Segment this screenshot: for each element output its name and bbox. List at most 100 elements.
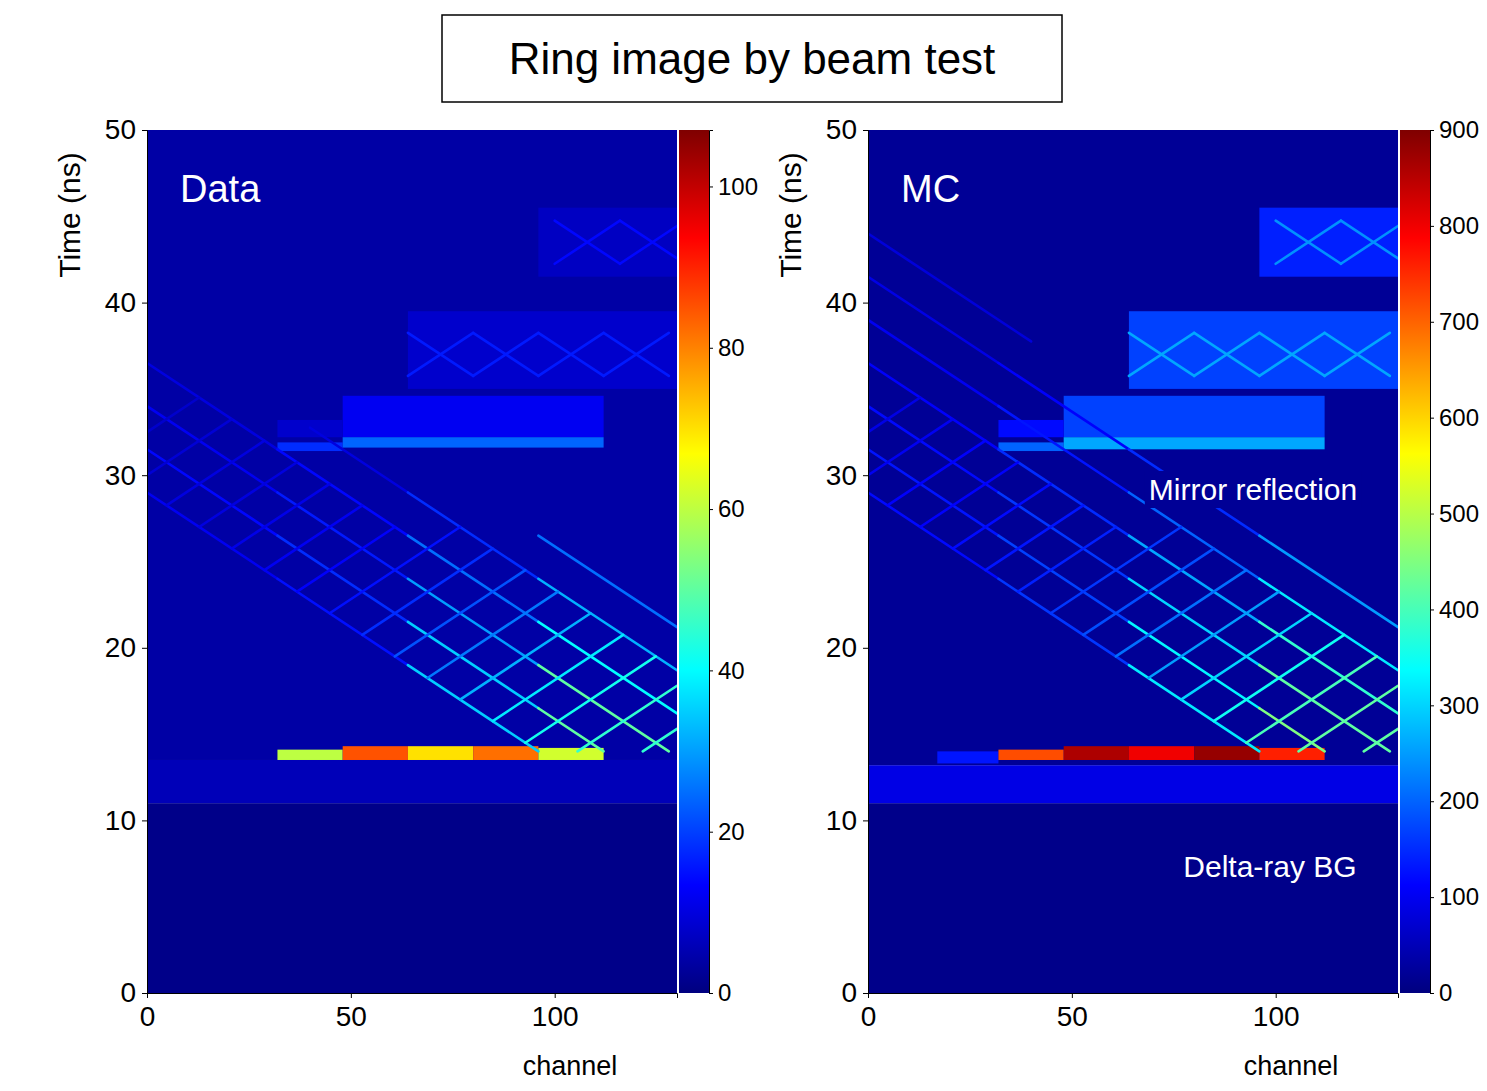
- ridge: [604, 333, 669, 376]
- tick-mark: [1072, 993, 1073, 998]
- tick-label: 20: [826, 632, 857, 663]
- tick-label: 50: [1057, 1001, 1088, 1032]
- tick: 60: [709, 495, 745, 522]
- tick-mark: [1430, 897, 1434, 898]
- ridge: [1051, 527, 1181, 613]
- heatmap-cell: [868, 803, 1398, 993]
- x-axis: 050100: [861, 993, 1399, 1032]
- tick: 100: [709, 173, 758, 200]
- ridge: [888, 441, 986, 506]
- ridge: [473, 333, 538, 376]
- ridge: [1299, 686, 1398, 752]
- axis-line: [710, 131, 714, 994]
- tick: 30: [826, 460, 868, 491]
- ridge: [868, 419, 953, 475]
- ridge: [460, 613, 590, 699]
- tick-label: 100: [1253, 1001, 1300, 1032]
- ridge: [953, 484, 1051, 549]
- ridge: [1364, 729, 1398, 751]
- axis-line: [1431, 131, 1435, 994]
- colorbar-axis: 020406080100: [709, 131, 758, 1007]
- tick: 10: [826, 805, 868, 836]
- tick: 20: [709, 818, 745, 845]
- ridge: [985, 505, 1083, 570]
- tick-mark: [709, 670, 713, 671]
- ridge: [1181, 613, 1311, 699]
- ridge: [1129, 333, 1194, 376]
- y-axis: 01020304050: [826, 114, 869, 1008]
- colorbar: [1400, 130, 1430, 993]
- tick-label: 200: [1439, 787, 1479, 814]
- heatmap-cell: [998, 750, 1063, 760]
- tick: 40: [826, 287, 868, 318]
- ridge: [1259, 536, 1398, 627]
- ridge: [1259, 708, 1324, 751]
- heatmap-cell: [408, 311, 677, 389]
- tick-mark: [1430, 993, 1434, 994]
- tick-label: 80: [718, 334, 745, 361]
- tick-label: 0: [140, 1001, 156, 1032]
- ridge: [1325, 333, 1390, 376]
- tick-mark: [1430, 130, 1434, 131]
- tick: 50: [105, 114, 147, 145]
- y-axis-title: Time (ns): [53, 152, 86, 278]
- tick-mark: [868, 993, 869, 998]
- tick-mark: [1276, 993, 1277, 998]
- heatmap-cell: [868, 130, 1398, 765]
- heatmap-cell: [473, 746, 538, 760]
- tick-mark: [863, 130, 868, 131]
- heatmap-cell: [538, 208, 677, 277]
- tick-label: 30: [826, 460, 857, 491]
- heatmap-cell: [147, 803, 677, 993]
- tick-label: 600: [1439, 404, 1479, 431]
- panel: 01020304050050100Time (ns)channel0100200…: [774, 114, 1479, 1081]
- tick-mark: [863, 303, 868, 304]
- heatmap-cell: [1064, 437, 1325, 449]
- annotation-group: Delta-ray BG: [1179, 848, 1360, 885]
- ridge: [1259, 333, 1324, 376]
- ridge: [998, 406, 1128, 492]
- tick-mark: [142, 993, 147, 994]
- tick-label: 100: [532, 1001, 579, 1032]
- tick-label: 0: [718, 979, 731, 1006]
- tick-label: 40: [105, 287, 136, 318]
- ridge: [1018, 527, 1116, 592]
- tick-label: 0: [1439, 979, 1452, 1006]
- ridge: [1246, 656, 1376, 742]
- tick-mark: [1430, 322, 1434, 323]
- tick-label: 500: [1439, 500, 1479, 527]
- heatmap-cell: [277, 750, 342, 760]
- heatmap-cell: [1259, 748, 1324, 760]
- tick-mark: [142, 303, 147, 304]
- ridge: [1129, 333, 1194, 376]
- heatmap-cell: [343, 396, 604, 437]
- tick-mark: [1430, 609, 1434, 610]
- tick: 30: [105, 460, 147, 491]
- tick: 600: [1430, 404, 1479, 431]
- heatmap-cell: [937, 751, 998, 763]
- ridge: [1259, 333, 1324, 376]
- tick-mark: [555, 993, 556, 998]
- tick-mark: [1430, 418, 1434, 419]
- heatmap-cell: [1064, 746, 1129, 760]
- heatmap-cell: [1259, 208, 1398, 277]
- y-axis: 01020304050: [105, 114, 148, 1008]
- ridge: [147, 398, 199, 433]
- ridge: [620, 221, 677, 259]
- tick-mark: [1430, 705, 1434, 706]
- tick-label: 400: [1439, 596, 1479, 623]
- tick: 10: [105, 805, 147, 836]
- ridge: [395, 570, 525, 656]
- ridge: [525, 656, 655, 742]
- tick: 100: [532, 993, 579, 1032]
- tick: 50: [826, 114, 868, 145]
- tick: 400: [1430, 596, 1479, 623]
- x-axis-title: channel: [523, 1051, 618, 1081]
- tick-label: 10: [826, 805, 857, 836]
- tick-label: 50: [826, 114, 857, 145]
- tick-label: 300: [1439, 692, 1479, 719]
- tick: 40: [105, 287, 147, 318]
- y-axis-title: Time (ns): [774, 152, 807, 278]
- colorbar-axis: 0100200300400500600700800900: [1430, 116, 1479, 1006]
- ridge: [868, 398, 920, 433]
